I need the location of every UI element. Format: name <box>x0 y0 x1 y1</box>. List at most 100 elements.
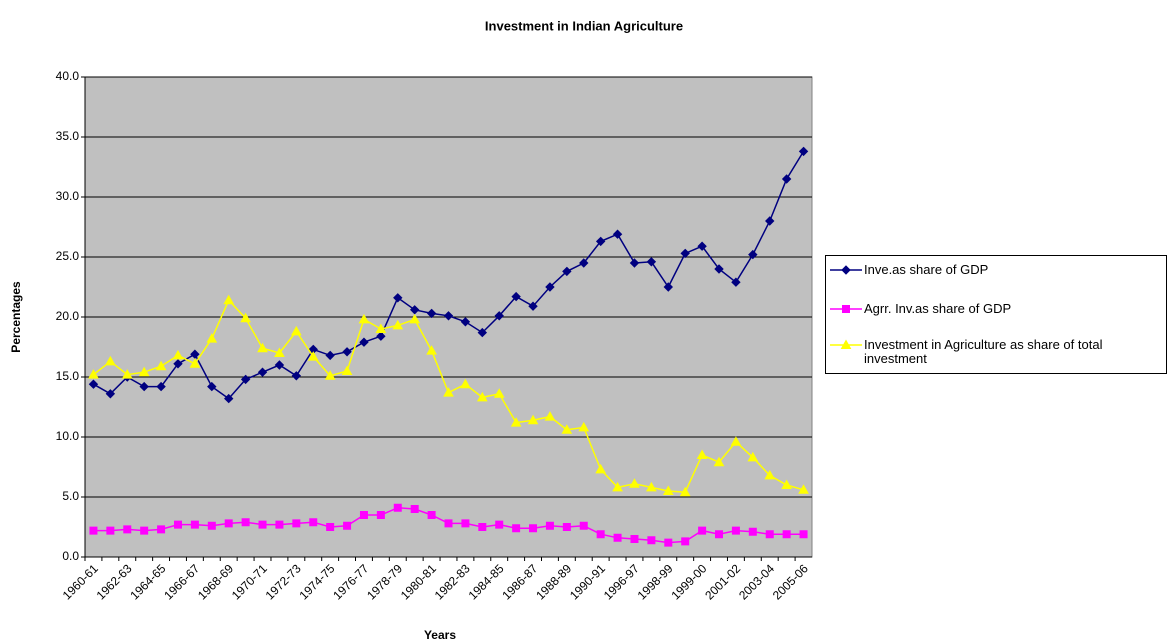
marker <box>477 327 488 338</box>
marker <box>342 347 352 357</box>
x-axis-title: Years <box>424 628 456 642</box>
marker <box>155 360 167 371</box>
marker <box>173 359 183 369</box>
marker <box>376 331 386 341</box>
marker <box>545 521 554 530</box>
marker <box>679 486 691 497</box>
y-tick-label: 10.0 <box>56 429 80 443</box>
marker <box>325 350 335 361</box>
marker <box>376 511 385 519</box>
marker <box>528 301 538 311</box>
x-tick-label: 2005-06 <box>770 561 811 602</box>
marker <box>663 282 673 292</box>
marker <box>157 525 166 534</box>
marker <box>798 146 809 157</box>
marker <box>781 174 792 184</box>
marker <box>544 411 556 421</box>
legend-swatch <box>830 339 862 349</box>
marker <box>841 265 851 275</box>
x-tick-label: 2003-04 <box>736 561 777 602</box>
marker <box>358 313 370 324</box>
marker <box>698 526 707 535</box>
marker <box>764 469 776 480</box>
y-tick-label: 40.0 <box>56 69 80 83</box>
marker <box>460 317 471 327</box>
marker <box>781 479 792 489</box>
marker <box>443 311 454 321</box>
marker <box>662 485 674 495</box>
legend-swatch <box>830 265 862 275</box>
marker <box>190 520 199 529</box>
marker <box>629 478 640 488</box>
marker <box>579 521 588 530</box>
marker <box>629 258 640 268</box>
marker <box>121 369 133 379</box>
marker <box>224 393 234 404</box>
marker <box>527 414 539 425</box>
y-tick-label: 30.0 <box>56 189 80 203</box>
y-tick-label: 25.0 <box>56 249 80 263</box>
marker <box>747 451 759 462</box>
legend-label: Investment in Agriculture as share of to… <box>864 337 1103 366</box>
marker <box>207 521 216 530</box>
marker <box>630 535 639 543</box>
marker <box>697 241 707 251</box>
y-tick-label: 20.0 <box>56 309 80 323</box>
marker <box>478 523 487 531</box>
marker <box>173 520 182 529</box>
marker <box>748 527 757 536</box>
marker <box>324 370 336 380</box>
marker <box>444 519 453 528</box>
marker <box>495 520 504 529</box>
marker <box>274 347 285 357</box>
marker <box>307 351 319 361</box>
marker <box>782 530 791 539</box>
y-axis-title: Percentages <box>9 281 23 353</box>
marker <box>680 248 690 259</box>
marker <box>89 526 98 535</box>
marker <box>392 319 404 330</box>
marker <box>731 526 740 535</box>
marker <box>206 333 218 343</box>
marker <box>647 536 656 545</box>
marker <box>359 337 369 347</box>
marker <box>545 282 555 292</box>
marker <box>156 381 166 392</box>
x-tick-label: 1999-00 <box>668 561 709 602</box>
x-tick-label: 1990-91 <box>567 561 608 602</box>
legend-label: Agrr. Inv.as share of GDP <box>864 301 1012 316</box>
marker <box>765 216 775 226</box>
marker <box>748 249 758 260</box>
legend-entry: Inve.as share of GDP <box>828 263 1164 277</box>
marker <box>512 524 521 533</box>
marker <box>88 379 99 389</box>
marker <box>426 345 437 355</box>
marker <box>798 484 809 494</box>
marker <box>461 519 470 528</box>
marker <box>290 325 302 336</box>
marker <box>359 511 368 519</box>
x-tick-label: 1986-87 <box>499 561 540 602</box>
marker <box>427 511 436 519</box>
marker <box>613 533 622 542</box>
marker <box>88 369 99 379</box>
legend-entry: Investment in Agriculture as share of to… <box>828 338 1164 366</box>
marker <box>713 456 725 467</box>
marker <box>596 530 605 539</box>
marker <box>562 266 572 277</box>
marker <box>595 463 607 474</box>
marker <box>511 291 521 302</box>
marker <box>696 449 708 459</box>
x-tick-label: 1996-97 <box>601 561 642 602</box>
marker <box>257 342 268 353</box>
y-tick-label: 5.0 <box>62 489 79 503</box>
marker <box>341 365 353 375</box>
x-tick-label: 1976-77 <box>330 561 371 602</box>
marker <box>291 371 302 381</box>
marker <box>190 349 200 359</box>
marker <box>612 229 623 239</box>
x-tick-label: 1972-73 <box>263 561 304 602</box>
marker <box>595 236 606 247</box>
marker <box>664 538 673 547</box>
